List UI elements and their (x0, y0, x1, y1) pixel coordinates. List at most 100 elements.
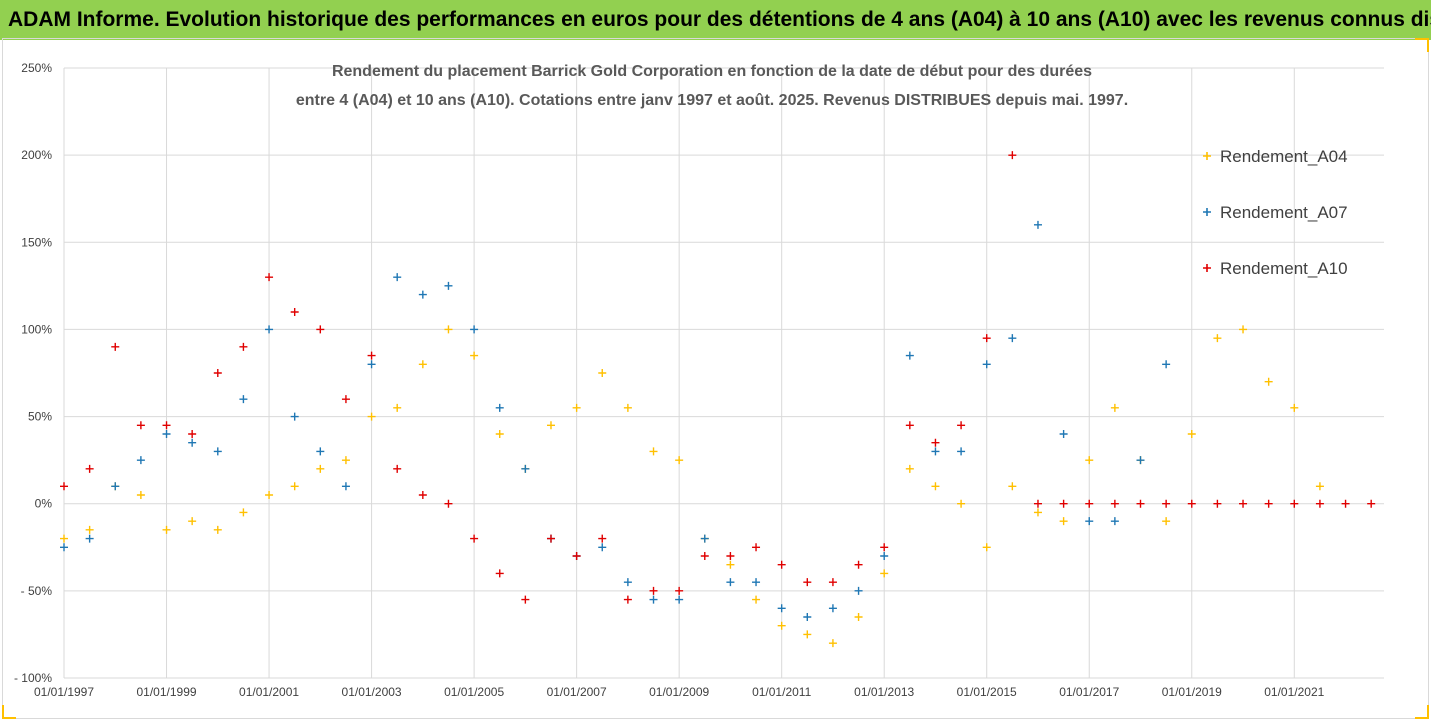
data-point (111, 342, 120, 351)
data-point (700, 552, 709, 560)
data-point (60, 543, 68, 552)
data-point (1008, 334, 1017, 343)
data-point (367, 360, 376, 369)
data-point (880, 552, 889, 560)
data-point (188, 430, 197, 438)
chart-marks (60, 151, 1376, 648)
data-point (1239, 499, 1248, 508)
data-point (265, 325, 274, 334)
y-tick-label: 100% (21, 322, 52, 336)
data-point (213, 447, 222, 456)
data-point (854, 586, 863, 595)
data-point (982, 334, 991, 343)
data-point (316, 464, 325, 473)
data-point (1290, 499, 1299, 508)
data-point (1290, 403, 1299, 412)
data-point (931, 482, 940, 491)
data-point (649, 595, 658, 604)
data-point (470, 534, 479, 543)
chart-legend: Rendement_A04 Rendement_A07 Rendement_A10 (1203, 147, 1348, 278)
data-point (470, 325, 479, 334)
data-point (1239, 325, 1248, 334)
data-point (752, 543, 761, 552)
legend-label: Rendement_A04 (1220, 147, 1348, 166)
x-tick-label: 01/01/2001 (239, 685, 299, 699)
data-point (1008, 482, 1017, 491)
data-point (213, 525, 222, 534)
legend-marker (1203, 208, 1211, 216)
data-point (188, 438, 197, 447)
data-point (905, 351, 914, 360)
data-point (367, 351, 376, 360)
data-point (1162, 517, 1171, 526)
data-point (572, 552, 581, 560)
data-point (367, 412, 376, 421)
data-point (752, 578, 761, 587)
data-point (85, 525, 94, 534)
y-tick-label: 250% (21, 61, 52, 75)
data-point (239, 508, 248, 517)
y-tick-label: 50% (28, 410, 52, 424)
chart-title: Rendement du placement Barrick Gold Corp… (332, 63, 1092, 80)
chart-subtitle: entre 4 (A04) et 10 ans (A10). Cotations… (296, 92, 1128, 109)
data-point (1085, 456, 1094, 465)
x-axis-ticks: 01/01/1997 01/01/1999 01/01/2001 01/01/2003… (34, 685, 1325, 699)
data-point (957, 421, 966, 430)
data-point (905, 464, 914, 473)
data-point (854, 613, 863, 621)
legend-marker (1203, 152, 1211, 160)
y-tick-label: 150% (21, 235, 52, 249)
x-tick-label: 01/01/2007 (547, 685, 607, 699)
y-axis-ticks: 250% 200% 150% 100% 50% 0% - 50% - 100% (14, 61, 52, 685)
y-tick-label: - 100% (14, 671, 52, 685)
data-point (982, 543, 991, 552)
performance-scatter-chart: 250% 200% 150% 100% 50% 0% - 50% - 100% 01/01/1… (14, 61, 1384, 699)
data-point (931, 438, 940, 447)
data-point (521, 595, 530, 604)
data-point (444, 499, 453, 508)
data-point (982, 360, 991, 369)
data-point (726, 560, 735, 569)
series-rendement-a07 (60, 220, 1171, 621)
data-point (1264, 377, 1273, 386)
x-tick-label: 01/01/1997 (34, 685, 94, 699)
data-point (1136, 499, 1145, 508)
data-point (1033, 499, 1042, 508)
data-point (188, 517, 197, 526)
data-point (803, 578, 812, 587)
data-point (1110, 517, 1119, 526)
data-point (290, 412, 299, 421)
series-rendement-a04 (60, 325, 1324, 648)
data-point (418, 491, 427, 499)
data-point (1187, 430, 1196, 438)
x-tick-label: 01/01/2011 (752, 685, 811, 699)
data-point (726, 578, 735, 587)
data-point (136, 456, 145, 465)
data-point (290, 308, 299, 316)
data-point (777, 560, 786, 569)
data-point (777, 604, 786, 613)
data-point (444, 281, 453, 290)
data-point (60, 534, 68, 543)
x-tick-label: 01/01/2019 (1162, 685, 1222, 699)
data-point (854, 560, 863, 569)
data-point (1162, 360, 1171, 369)
data-point (598, 369, 607, 377)
data-point (803, 613, 812, 621)
data-point (598, 543, 607, 552)
data-point (1341, 499, 1350, 508)
data-point (546, 534, 555, 543)
data-point (213, 369, 222, 377)
data-point (572, 403, 581, 412)
data-point (1085, 517, 1094, 526)
data-point (1264, 499, 1273, 508)
data-point (1213, 334, 1222, 343)
data-point (1162, 499, 1171, 508)
data-point (1315, 482, 1324, 491)
data-point (495, 403, 504, 412)
data-point (777, 621, 786, 630)
data-point (1213, 499, 1222, 508)
y-tick-label: - 50% (21, 584, 53, 598)
data-point (239, 395, 248, 404)
data-point (341, 395, 350, 404)
